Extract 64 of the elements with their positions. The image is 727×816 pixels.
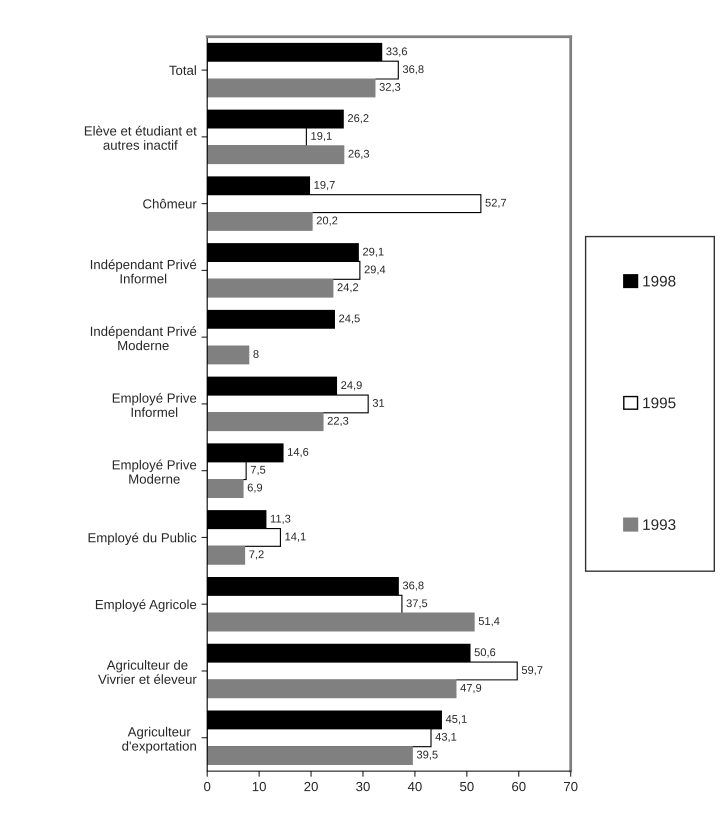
legend-label: 1993 (643, 519, 676, 530)
data-label: 43,1 (435, 732, 456, 742)
data-label: 36,8 (402, 582, 424, 591)
y-tick-label: Employé Agricole (96, 599, 196, 612)
data-label: 50,6 (474, 648, 496, 658)
data-label: 6,9 (248, 484, 262, 493)
bar (207, 412, 324, 432)
y-tick-label: Elève et étudiant et autres inactif (84, 126, 197, 150)
data-label: 14,6 (288, 448, 308, 458)
data-label: 59,7 (522, 666, 542, 676)
legend-label: 1998 (643, 276, 676, 287)
x-tick-label: 70 (564, 782, 578, 792)
data-label: 26,3 (348, 150, 370, 159)
x-tick-label: 10 (252, 782, 266, 792)
y-tick-label: Indépendant Privé Informel (90, 259, 196, 284)
data-label: 24,2 (338, 283, 358, 292)
data-label: 19,7 (314, 180, 335, 190)
x-tick-label: 20 (304, 782, 318, 792)
data-label: 51,4 (478, 617, 500, 626)
x-tick-label: 60 (512, 782, 526, 792)
data-label: 31 (372, 399, 384, 407)
y-tick-label: Employé Prive Informel (112, 392, 196, 417)
bar (207, 278, 334, 298)
bar (207, 546, 246, 565)
y-tick-label: Total (169, 65, 196, 76)
bar (207, 78, 376, 98)
data-label: 22,3 (328, 416, 348, 426)
data-label: 29,4 (364, 266, 386, 275)
x-tick-label: 30 (356, 782, 370, 792)
data-label: 47,9 (460, 684, 482, 694)
y-tick-label: Agriculteur d'exportation (122, 726, 196, 754)
x-tick-label: 40 (408, 782, 422, 792)
data-label: 11,3 (270, 514, 290, 524)
bar (207, 212, 313, 231)
bar (207, 479, 244, 498)
data-label: 8 (253, 350, 259, 358)
data-label: 36,8 (402, 65, 424, 74)
data-label: 33,6 (386, 47, 407, 57)
data-label: 26,2 (348, 114, 368, 124)
x-tick-label: 50 (460, 782, 474, 792)
data-label: 7,2 (249, 550, 264, 560)
bar (207, 145, 344, 164)
bar (207, 346, 250, 364)
data-label: 29,1 (363, 248, 384, 257)
bar (207, 679, 456, 698)
data-label: 39,5 (416, 750, 438, 760)
data-label: 19,1 (311, 132, 332, 142)
data-label: 7,5 (250, 466, 266, 475)
legend-label: 1995 (643, 397, 676, 408)
y-tick-label: Agriculteur de Vivrier et éleveur (98, 660, 197, 684)
y-tick-label: Indépendant Privé Moderne (90, 326, 196, 350)
bar (207, 746, 413, 765)
data-label: 24,9 (341, 381, 362, 390)
data-label: 14,1 (285, 532, 306, 542)
y-tick-label: Employé Prive Moderne (112, 460, 196, 484)
data-label: 32,3 (380, 83, 400, 92)
data-label: 52,7 (485, 198, 506, 208)
data-label: 24,5 (339, 314, 360, 324)
x-tick-label: 0 (204, 782, 210, 792)
data-label: 37,5 (406, 599, 428, 609)
y-tick-label: Chômeur (143, 198, 197, 209)
data-label: 20,2 (316, 216, 338, 226)
y-tick-label: Employé du Public (88, 532, 196, 546)
data-label: 45,1 (446, 715, 467, 724)
